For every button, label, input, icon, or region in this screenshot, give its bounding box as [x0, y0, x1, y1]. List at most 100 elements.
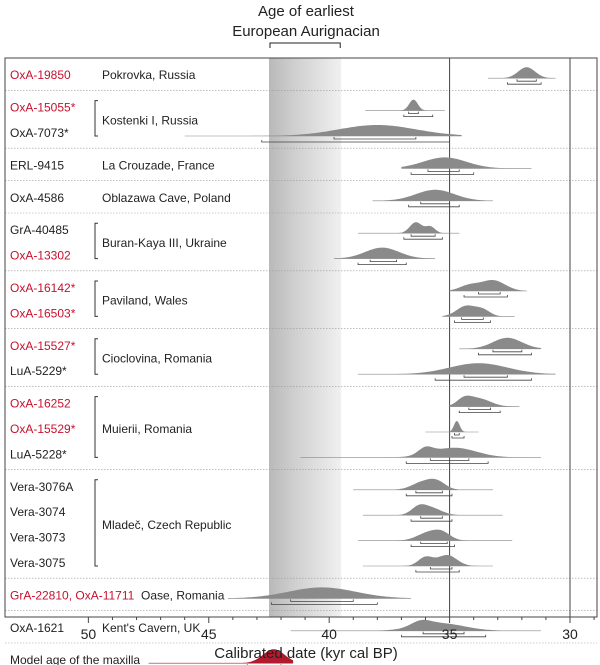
range-95-bracket — [403, 237, 443, 240]
range-95-bracket — [408, 204, 460, 208]
site-label: Buran-Kaya III, Ukraine — [102, 236, 227, 250]
site-label: Kostenki I, Russia — [102, 113, 198, 127]
density-curve — [372, 189, 493, 201]
labels: OxA-19850 Pokrovka, Russia OxA-15055* OxA-7… — [10, 68, 231, 665]
sample-label: Vera-3075 — [10, 556, 66, 570]
density-curve — [184, 125, 462, 136]
density-curve — [148, 649, 294, 664]
range-95-bracket — [415, 570, 460, 573]
range-68-bracket — [420, 201, 450, 205]
density-curve — [353, 478, 493, 490]
range-68-bracket — [468, 407, 491, 410]
range-95-bracket — [270, 602, 378, 605]
density-curve — [362, 555, 493, 566]
range-68-bracket — [410, 234, 436, 237]
densities — [148, 67, 556, 665]
range-68-bracket — [408, 111, 419, 114]
range-68-bracket — [478, 292, 501, 295]
range-95-bracket — [451, 436, 465, 439]
range-68-bracket — [454, 433, 460, 436]
range-68-bracket — [516, 79, 537, 82]
sample-label: GrA-40485 — [10, 223, 69, 237]
sample-label: OxA-19850 — [10, 68, 71, 82]
range-68-bracket — [463, 375, 508, 378]
range-95-bracket — [405, 461, 489, 464]
site-label: Cioclovina, Romania — [102, 352, 212, 366]
site-label: Muierii, Romania — [102, 422, 192, 436]
density-curve — [290, 619, 542, 631]
range-68-bracket — [420, 516, 443, 519]
header-line2: European Aurignacian — [232, 23, 380, 40]
sample-label: LuA-5228* — [10, 447, 67, 461]
range-95-bracket — [478, 352, 532, 356]
x-tick-label: 35 — [442, 626, 458, 642]
x-axis-label: Calibrated date (kyr cal BP) — [214, 645, 397, 662]
x-tick-label: 40 — [321, 626, 337, 642]
density-curve — [358, 529, 513, 541]
x-tick-label: 45 — [201, 626, 217, 642]
sample-label: OxA-15055* — [10, 101, 76, 115]
range-68-bracket — [461, 317, 484, 320]
group-bracket — [94, 479, 98, 567]
range-95-bracket — [434, 378, 532, 381]
range-68-bracket — [333, 137, 417, 140]
frame — [4, 57, 598, 618]
range-95-bracket — [454, 320, 491, 323]
range-68-bracket — [415, 490, 443, 494]
density-curve — [365, 99, 445, 111]
sample-label: ERL-9415 — [10, 158, 64, 172]
density-curve — [459, 337, 542, 349]
sample-label: OxA-16142* — [10, 281, 76, 295]
sample-label: OxA-16252 — [10, 397, 71, 411]
sample-label: Vera-3076A — [10, 480, 73, 494]
x-tick-label: 30 — [562, 626, 578, 642]
density-curve — [449, 395, 520, 407]
range-95-bracket — [261, 140, 450, 143]
range-95-bracket — [410, 519, 453, 522]
header-line1: Age of earliest — [258, 3, 355, 20]
range-95-bracket — [463, 295, 508, 298]
range-68-bracket — [429, 567, 453, 570]
axis: 50 45 40 35 30 — [81, 617, 595, 642]
group-bracket — [94, 280, 98, 317]
range-95-bracket — [401, 634, 487, 638]
range-68-bracket — [290, 599, 354, 602]
range-68-bracket — [429, 458, 470, 461]
density-curve — [449, 280, 527, 291]
sample-label: Vera-3073 — [10, 531, 66, 545]
row-separators — [5, 90, 597, 644]
range-68-bracket — [422, 631, 465, 635]
density-curve — [334, 247, 436, 259]
site-label: Kent's Cavern, UK — [102, 621, 200, 635]
site-label: Pokrovka, Russia — [102, 68, 196, 82]
range-95-bracket — [410, 544, 455, 547]
sample-label: Model age of the maxilla — [10, 653, 140, 665]
sample-label: OxA-7073* — [10, 126, 69, 140]
aurignacian-band — [268, 58, 342, 617]
site-label: Oblazawa Cave, Poland — [102, 191, 231, 205]
range-68-bracket — [369, 259, 398, 262]
sample-label: OxA-4586 — [10, 191, 64, 205]
group-bracket — [94, 396, 98, 458]
density-curve — [300, 446, 542, 458]
sample-label: OxA-13302 — [10, 249, 71, 263]
density-curve — [362, 504, 503, 516]
group-bracket — [94, 338, 98, 375]
range-95-bracket — [506, 82, 542, 85]
group-bracket — [94, 222, 98, 260]
site-label: Oase, Romania — [141, 588, 225, 602]
range-95-bracket — [357, 262, 407, 265]
range-68-bracket — [420, 541, 448, 544]
vertical-rules — [449, 58, 571, 617]
range-95-bracket — [403, 114, 434, 117]
sample-label: Vera-3074 — [10, 505, 66, 519]
density-curve — [401, 157, 532, 169]
sample-label: LuA-5229* — [10, 364, 67, 378]
density-curve — [358, 363, 556, 375]
header-bracket — [269, 42, 341, 48]
range-68-bracket — [427, 169, 460, 172]
density-curve — [442, 305, 515, 317]
sample-label: OxA-15529* — [10, 422, 76, 436]
range-68-bracket — [492, 349, 523, 353]
